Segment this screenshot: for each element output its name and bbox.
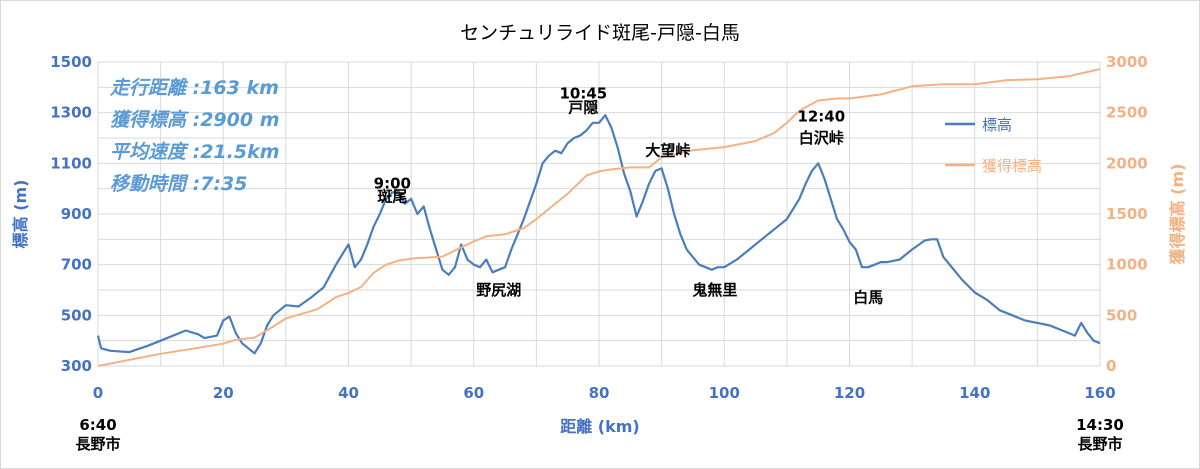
y-right-tick-label: 1500 [1106, 205, 1148, 223]
legend-label-elevation: 標高 [982, 116, 1012, 134]
stats-box: 走行距離 :163 km 獲得標高 :2900 m 平均速度 :21.5km 移動時間… [109, 77, 280, 195]
annotation-label: 大望峠 [645, 142, 690, 160]
y-left-tick-label: 1300 [50, 104, 92, 122]
elevation-series-line [96, 114, 1101, 355]
x-axis-title: 距離 (km) [560, 417, 640, 436]
y-left-tick-label: 1100 [50, 154, 92, 172]
start-place-label: 長野市 [75, 435, 120, 453]
stat-line: 移動時間 :7:35 [110, 173, 247, 195]
x-tick-label: 80 [589, 384, 610, 402]
x-tick-label: 0 [93, 384, 103, 402]
x-tick-label: 60 [463, 384, 484, 402]
legend-label-gain: 獲得標高 [982, 157, 1042, 175]
stat-line: 走行距離 :163 km [109, 77, 279, 99]
annotation-label: 10:45 [559, 85, 607, 103]
y-left-tick-label: 900 [61, 205, 92, 223]
chart-title: センチュリライド斑尾-戸隠-白馬 [460, 22, 740, 44]
y-right-tick-label: 2000 [1106, 154, 1148, 172]
y-right-tick-label: 2500 [1106, 104, 1148, 122]
end-place-label: 長野市 [1077, 435, 1122, 453]
stat-line: 平均速度 :21.5km [110, 141, 280, 163]
x-tick-label: 120 [834, 384, 865, 402]
y-left-tick-label: 500 [61, 306, 92, 324]
start-time-label: 6:40 [79, 416, 116, 434]
series-lines [96, 68, 1101, 367]
y-left-tick-label: 300 [61, 357, 92, 375]
y-left-tick-label: 700 [61, 256, 92, 274]
x-tick-label: 20 [213, 384, 234, 402]
end-time-label: 14:30 [1076, 416, 1124, 434]
gain-series-line [97, 68, 1101, 367]
y-axis-right-title: 獲得標高 (m) [1168, 164, 1187, 265]
y-left-tick-label: 1500 [50, 53, 92, 71]
annotation-label: 白馬 [853, 289, 883, 307]
annotation-label: 野尻湖 [476, 281, 521, 299]
x-tick-label: 40 [338, 384, 359, 402]
x-tick-label: 140 [959, 384, 990, 402]
stat-line: 獲得標高 :2900 m [110, 109, 280, 131]
y-axis-left-title: 標高 (m) [11, 180, 30, 249]
annotation-label: 戸隠 [568, 99, 598, 117]
annotation-label: 鬼無里 [692, 281, 737, 299]
x-tick-label: 100 [709, 384, 740, 402]
y-right-tick-label: 0 [1106, 357, 1116, 375]
x-tick-label: 160 [1084, 384, 1115, 402]
annotation-label: 9:00 [374, 175, 411, 193]
axis-ticks: 3005007009001100130015000500100015002000… [50, 53, 1148, 402]
y-right-tick-label: 1000 [1106, 256, 1148, 274]
annotation-label: 12:40 [797, 108, 845, 126]
annotation-label: 斑尾 [377, 187, 407, 205]
y-right-tick-label: 500 [1106, 306, 1137, 324]
y-right-tick-label: 3000 [1106, 53, 1148, 71]
annotation-label: 白沢峠 [799, 129, 844, 147]
